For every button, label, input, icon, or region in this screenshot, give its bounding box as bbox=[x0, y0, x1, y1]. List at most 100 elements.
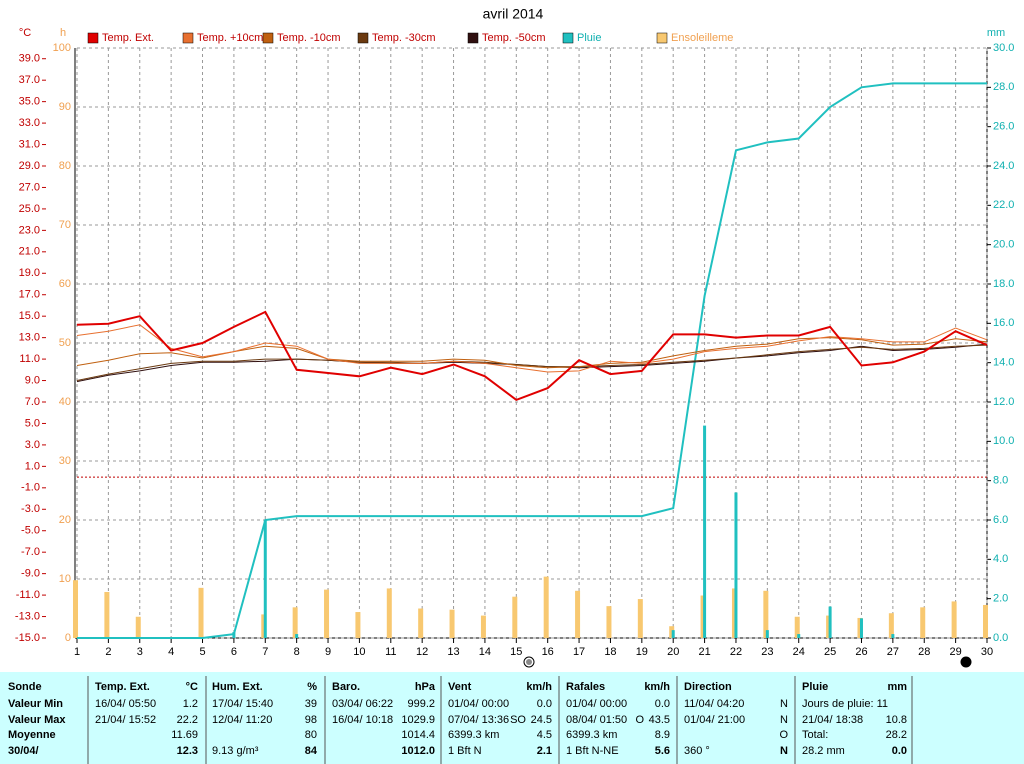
x-tick-label: 21 bbox=[698, 646, 710, 658]
cell-label: 17/04/ 15:40 bbox=[212, 698, 273, 710]
y-tick-label: 5.0 bbox=[25, 417, 40, 429]
series-line bbox=[76, 310, 988, 402]
legend-label: Pluie bbox=[577, 32, 601, 44]
legend-swatch bbox=[562, 32, 574, 44]
legend-swatch bbox=[656, 32, 668, 44]
y2-tick-label: 28.0 bbox=[993, 81, 1014, 93]
column-header: Temp. Ext. bbox=[95, 681, 150, 693]
moon-icon bbox=[960, 656, 972, 668]
y-tick-label: -5.0 bbox=[21, 525, 40, 537]
y2-unit: mm bbox=[987, 27, 1005, 39]
cell-value: 11.69 bbox=[171, 729, 198, 741]
series-line bbox=[77, 82, 987, 639]
rain-bar bbox=[859, 618, 863, 638]
cell-direction: O bbox=[635, 714, 644, 726]
cell-value: 1029.9 bbox=[401, 714, 435, 726]
sunshine-bar bbox=[763, 590, 769, 638]
x-tick-label: 26 bbox=[855, 646, 867, 658]
y-tick-label: 1.0 bbox=[25, 460, 40, 472]
y3-tick-label: 30 bbox=[59, 455, 71, 467]
x-tick-label: 27 bbox=[887, 646, 899, 658]
y-tick-label: 37.0 bbox=[19, 74, 40, 86]
cell-label: 16/04/ 10:18 bbox=[332, 714, 393, 726]
cell-label: Total: bbox=[802, 729, 828, 741]
x-tick-label: 10 bbox=[353, 646, 365, 658]
sunshine-bar bbox=[637, 599, 643, 638]
y2-tick-label: 2.0 bbox=[993, 593, 1008, 605]
cell-label: 9.13 g/m³ bbox=[212, 745, 259, 757]
column-header: Pluie bbox=[802, 681, 828, 693]
sunshine-bar bbox=[606, 606, 612, 638]
x-tick-label: 24 bbox=[793, 646, 805, 658]
x-tick-label: 2 bbox=[105, 646, 111, 658]
legend-label: Temp. -10cm bbox=[277, 32, 341, 44]
rain-bar bbox=[734, 492, 738, 638]
column-header: Direction bbox=[684, 681, 732, 693]
column-header: Sonde bbox=[8, 681, 42, 693]
y3-tick-label: 20 bbox=[59, 514, 71, 526]
x-tick-label: 3 bbox=[137, 646, 143, 658]
sunshine-bar bbox=[449, 609, 455, 638]
x-tick-label: 1 bbox=[74, 646, 80, 658]
column-unit: °C bbox=[186, 681, 198, 693]
y3-tick-label: 40 bbox=[59, 396, 71, 408]
legend-label: Temp. +10cm bbox=[197, 32, 263, 44]
x-tick-label: 11 bbox=[385, 646, 396, 658]
y-tick-label: 13.0 bbox=[19, 332, 40, 344]
cell-label: 30/04/ bbox=[8, 745, 39, 757]
cell-label: Valeur Min bbox=[8, 698, 63, 710]
y-tick-label: 27.0 bbox=[19, 181, 40, 193]
legend-swatch bbox=[262, 32, 274, 44]
cell-value: 28.2 bbox=[886, 729, 907, 741]
x-tick-label: 29 bbox=[949, 646, 961, 658]
x-tick-label: 28 bbox=[918, 646, 930, 658]
y2-tick-label: 26.0 bbox=[993, 121, 1014, 133]
y2-tick-label: 16.0 bbox=[993, 317, 1014, 329]
y-tick-label: 17.0 bbox=[19, 289, 40, 301]
rain-bar bbox=[828, 606, 832, 638]
column-header: Vent bbox=[448, 681, 472, 693]
cell-label: 03/04/ 06:22 bbox=[332, 698, 393, 710]
x-tick-label: 22 bbox=[730, 646, 742, 658]
rain-bar bbox=[703, 425, 707, 638]
cell-label: 1 Bft N-NE bbox=[566, 745, 619, 757]
y3-tick-label: 100 bbox=[53, 42, 71, 54]
cell-label: 1 Bft N bbox=[448, 745, 482, 757]
cell-value: 43.5 bbox=[649, 714, 670, 726]
y2-tick-label: 4.0 bbox=[993, 553, 1008, 565]
sunshine-bar bbox=[104, 591, 110, 638]
x-tick-label: 7 bbox=[262, 646, 268, 658]
sunshine-bar bbox=[418, 608, 424, 638]
series-line bbox=[76, 324, 988, 373]
cell-label: 12/04/ 11:20 bbox=[212, 714, 272, 726]
cell-label: 07/04/ 13:36 bbox=[448, 714, 509, 726]
y-tick-label: 39.0 bbox=[19, 53, 40, 65]
x-tick-label: 14 bbox=[479, 646, 491, 658]
cell-label: 01/04/ 21:00 bbox=[684, 714, 745, 726]
y2-tick-label: 0.0 bbox=[993, 632, 1008, 644]
sunshine-bar bbox=[794, 616, 800, 638]
cell-value: 22.2 bbox=[177, 714, 198, 726]
y2-tick-label: 30.0 bbox=[993, 42, 1014, 54]
cell-value: 0.0 bbox=[892, 745, 907, 757]
y-tick-label: 7.0 bbox=[25, 396, 40, 408]
y-tick-label: 19.0 bbox=[19, 267, 40, 279]
cell-label: 360 ° bbox=[684, 745, 710, 757]
y2-tick-label: 22.0 bbox=[993, 199, 1014, 211]
legend-label: Temp. Ext. bbox=[102, 32, 154, 44]
y-tick-label: -15.0 bbox=[15, 632, 40, 644]
cell-value: 1.2 bbox=[183, 698, 198, 710]
cell-value: 10.8 bbox=[886, 714, 907, 726]
x-tick-label: 12 bbox=[416, 646, 428, 658]
sunshine-bar bbox=[292, 607, 298, 638]
series-line bbox=[76, 343, 988, 383]
y-tick-label: 3.0 bbox=[25, 439, 40, 451]
x-tick-label: 13 bbox=[447, 646, 459, 658]
y-tick-label: 9.0 bbox=[25, 374, 40, 386]
y2-tick-label: 18.0 bbox=[993, 278, 1014, 290]
x-tick-label: 16 bbox=[542, 646, 554, 658]
cell-value: 1012.0 bbox=[401, 745, 435, 757]
y-tick-label: 29.0 bbox=[19, 160, 40, 172]
x-tick-label: 8 bbox=[294, 646, 300, 658]
sunshine-bar bbox=[512, 596, 518, 638]
